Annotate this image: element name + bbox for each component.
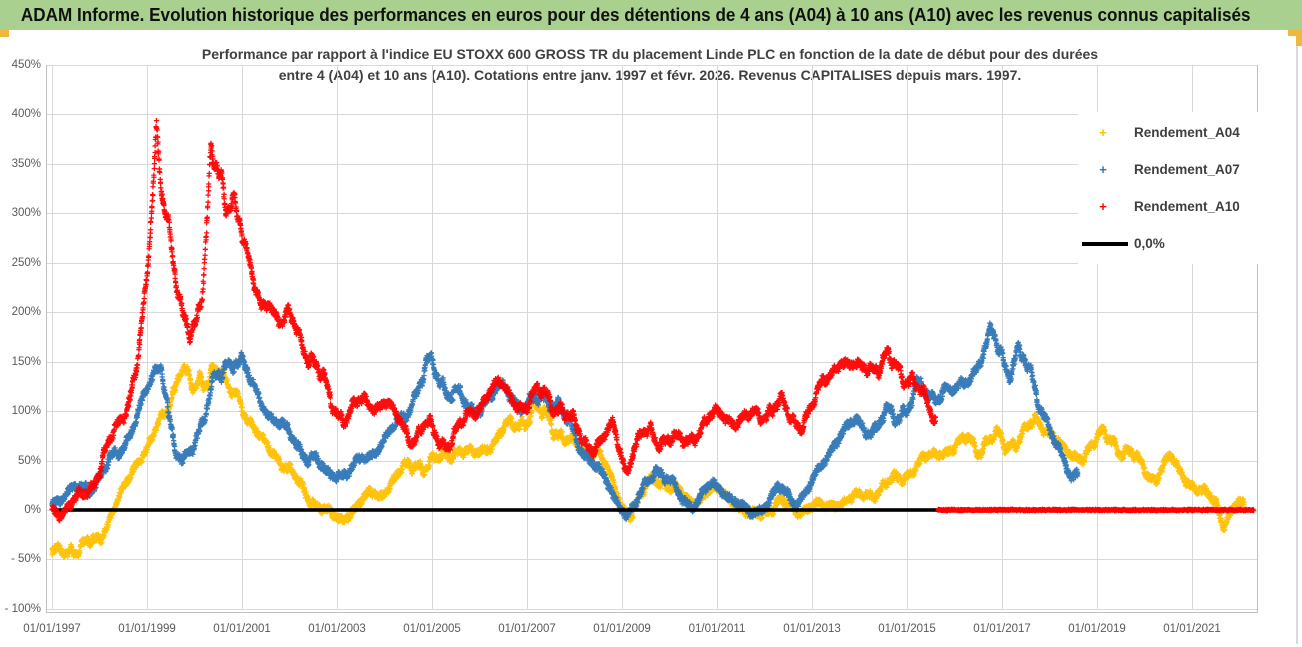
x-tick-label: 01/01/2019 [1068, 623, 1126, 635]
y-tick-label: 300% [11, 207, 41, 220]
y-tick-label: 400% [11, 108, 41, 121]
legend-label: Rendement_A04 [1134, 125, 1240, 140]
x-tick-label: 01/01/2005 [403, 623, 461, 635]
legend: + Rendement_A04 + Rendement_A07 + Rendement_A… [1078, 112, 1274, 264]
y-tick-label: 50% [17, 454, 41, 467]
chart-frame-border [1296, 46, 1298, 644]
legend-item: + Rendement_A07 [1078, 151, 1274, 188]
gold-border-accent-left [0, 30, 9, 37]
legend-zero-line-swatch [1082, 241, 1128, 246]
x-tick-label: 01/01/2001 [213, 623, 271, 635]
legend-plus-marker: + [1099, 162, 1107, 177]
y-tick-label: 350% [11, 157, 41, 170]
y-tick-label: 250% [11, 256, 41, 269]
legend-label: Rendement_A10 [1134, 199, 1240, 214]
gold-border-accent-right-v [1296, 30, 1302, 46]
legend-label: 0,0% [1134, 236, 1165, 251]
y-tick-label: 100% [11, 405, 41, 418]
x-tick-label: 01/01/1999 [118, 623, 176, 635]
x-tick-label: 01/01/2013 [783, 623, 841, 635]
x-tick-label: 01/01/2015 [878, 623, 936, 635]
x-tick-label: 01/01/2007 [498, 623, 556, 635]
x-tick-label: 01/01/2011 [688, 623, 746, 635]
legend-plus-marker: + [1099, 199, 1107, 214]
plot-canvas [45, 55, 1268, 615]
y-tick-label: - 100% [4, 602, 41, 615]
y-tick-label: 0% [24, 504, 41, 516]
legend-item: 0,0% [1078, 225, 1274, 262]
y-tick-label: 150% [11, 355, 41, 368]
title-bar: ADAM Informe. Evolution historique des p… [0, 0, 1302, 30]
gold-border-accent-right [1288, 30, 1302, 36]
legend-item: + Rendement_A10 [1078, 188, 1274, 225]
x-tick-label: 01/01/2003 [308, 623, 366, 635]
legend-plus-marker: + [1099, 125, 1107, 140]
page-title: ADAM Informe. Evolution historique des p… [20, 4, 1251, 25]
x-tick-label: 01/01/2017 [973, 623, 1031, 635]
x-tick-label: 01/01/2021 [1163, 623, 1221, 635]
y-tick-label: 450% [11, 58, 41, 71]
x-tick-label: 01/01/1997 [23, 623, 81, 635]
legend-item: + Rendement_A04 [1078, 114, 1274, 151]
y-tick-label: - 50% [10, 553, 41, 566]
y-tick-label: 200% [11, 306, 41, 319]
x-tick-label: 01/01/2009 [593, 623, 651, 635]
legend-label: Rendement_A07 [1134, 162, 1240, 177]
